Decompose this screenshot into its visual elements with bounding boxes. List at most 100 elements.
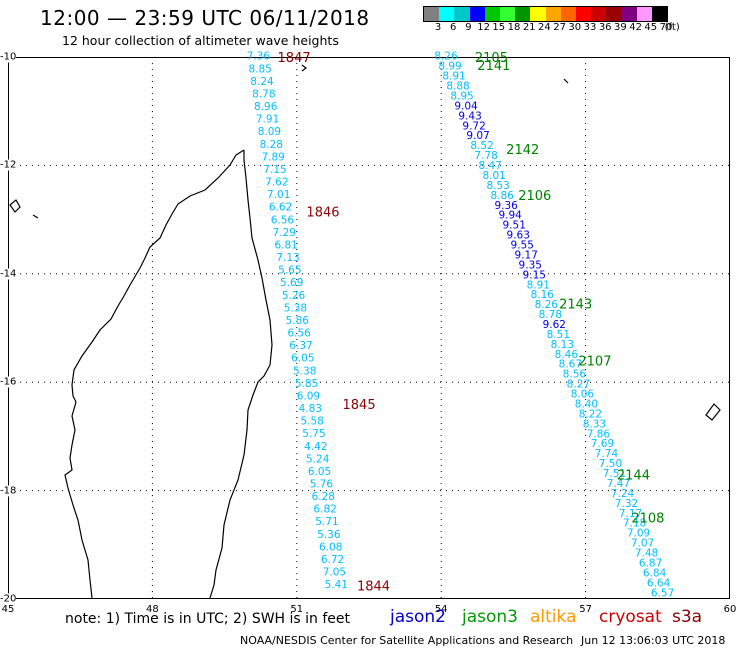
- color-scale-label: 33: [583, 22, 597, 33]
- wave-height-value: 8.99: [438, 61, 461, 73]
- wave-height-value: 7.17: [619, 508, 642, 520]
- color-swatch: [545, 7, 561, 21]
- color-scale-label: 27: [553, 22, 566, 33]
- wave-height-value: 8.78: [539, 309, 562, 321]
- coastline-islet: [563, 78, 569, 84]
- map-frame: [8, 57, 730, 599]
- color-scale-label: 36: [598, 22, 612, 33]
- longitude-tick-label: 60: [723, 604, 737, 615]
- wave-height-value: 5.75: [302, 428, 325, 440]
- wave-height-value: 8.16: [531, 289, 555, 301]
- wave-height-value: 5.26: [282, 290, 306, 302]
- wave-height-value: 5.58: [300, 416, 323, 428]
- longitude-tick-label: 54: [434, 604, 448, 615]
- wave-height-value: 9.36: [494, 200, 518, 212]
- wave-height-value: 8.86: [490, 190, 514, 202]
- wave-height-value: 8.24: [250, 76, 274, 88]
- longitude-tick-label: 45: [1, 604, 15, 615]
- color-scale-unit: (ft): [664, 22, 680, 33]
- pass-time-label: 1844: [357, 579, 390, 594]
- wave-height-value: 9.63: [507, 230, 530, 242]
- wave-height-value: 8.95: [450, 90, 473, 102]
- color-scale-label: 30: [568, 22, 582, 33]
- wave-height-value: 9.72: [462, 120, 485, 132]
- wave-height-value: 5.85: [295, 378, 318, 390]
- wave-height-value: 5.38: [284, 302, 307, 314]
- wave-height-value: 9.15: [523, 269, 546, 281]
- wave-height-value: 9.94: [498, 210, 522, 222]
- wave-height-value: 8.13: [551, 339, 574, 351]
- pass-time-label: 1846: [306, 205, 339, 220]
- color-scale-label: 21: [522, 22, 536, 33]
- coastline-islet: [32, 214, 39, 219]
- color-swatch: [515, 7, 531, 21]
- color-swatch: [530, 7, 546, 21]
- wave-height-value: 7.15: [263, 164, 286, 176]
- latitude-tick-label: -10: [0, 51, 17, 63]
- wave-height-value: 7.32: [615, 498, 638, 510]
- footnote: note: 1) Time is in UTC; 2) SWH is in fe…: [65, 611, 351, 627]
- legend-item-jason2: jason2: [390, 607, 446, 627]
- wave-height-value: 5.24: [306, 453, 330, 465]
- wave-height-value: 5.76: [310, 479, 334, 491]
- wave-height-value: 9.04: [454, 100, 478, 112]
- wave-height-value: 8.06: [571, 389, 595, 401]
- wave-height-value: 6.28: [312, 491, 335, 503]
- wave-height-value: 8.51: [547, 329, 570, 341]
- wave-height-value: 7.86: [587, 428, 611, 440]
- wave-height-value: 6.64: [647, 577, 671, 589]
- wave-height-value: 7.24: [611, 488, 635, 500]
- legend-item-jason3: jason3: [462, 607, 518, 627]
- wave-height-value: 6.81: [274, 239, 297, 251]
- color-scale-label: 12: [477, 22, 490, 33]
- wave-height-value: 6.37: [289, 340, 312, 352]
- wave-height-value: 9.43: [458, 110, 481, 122]
- color-scale-label: 3: [434, 22, 442, 33]
- coastline-islet: [705, 403, 721, 421]
- legend-item-cryosat: cryosat: [599, 607, 662, 627]
- wave-height-color-scale: [423, 6, 668, 22]
- color-swatch: [439, 7, 455, 21]
- color-scale-label: 15: [492, 22, 506, 33]
- legend-item-altika: altika: [530, 607, 577, 627]
- wave-height-value: 7.18: [623, 518, 646, 530]
- wave-height-value: 8.88: [446, 81, 469, 93]
- pass-time-label: 1845: [343, 398, 376, 413]
- wave-height-value: 6.08: [319, 541, 342, 553]
- wave-height-value: 6.82: [313, 504, 336, 516]
- color-scale-label: 24: [538, 22, 551, 33]
- wave-height-value: 8.85: [248, 63, 271, 75]
- wave-height-value: 6.72: [321, 554, 344, 566]
- wave-height-value: 8.47: [478, 160, 501, 172]
- wave-height-value: 7.74: [595, 448, 619, 460]
- longitude-tick-label: 48: [146, 604, 159, 615]
- map-title: 12:00 — 23:59 UTC 06/11/2018: [40, 6, 370, 30]
- wave-height-value: 4.83: [299, 403, 322, 415]
- pass-time-label: 2107: [578, 355, 611, 370]
- wave-height-value: 5.69: [280, 277, 303, 289]
- wave-height-value: 7.36: [247, 51, 271, 63]
- wave-height-value: 8.33: [583, 418, 606, 430]
- wave-height-value: 8.09: [258, 126, 281, 138]
- wave-height-value: 7.91: [256, 114, 279, 126]
- wave-height-value: 7.05: [323, 567, 346, 579]
- color-scale-label: 6: [450, 22, 457, 33]
- color-swatch: [560, 7, 576, 21]
- latitude-tick-label: -14: [0, 268, 17, 280]
- wave-height-value: 6.57: [651, 587, 674, 599]
- wave-height-value: 6.84: [643, 567, 667, 579]
- color-swatch: [469, 7, 485, 21]
- wave-height-value: 9.62: [543, 319, 566, 331]
- color-scale-label: 18: [507, 22, 521, 33]
- pass-time-label: 2141: [477, 59, 510, 74]
- color-swatch: [484, 7, 500, 21]
- color-scale-label: 42: [629, 22, 642, 33]
- wave-height-value: 6.05: [308, 466, 331, 478]
- pass-time-label: 2105: [475, 51, 508, 66]
- color-swatch: [575, 7, 592, 21]
- wave-height-value: 8.67: [559, 359, 582, 371]
- pass-time-label: 2143: [559, 298, 592, 313]
- pass-time-label: 2106: [518, 189, 551, 204]
- wave-height-value: 8.52: [470, 140, 493, 152]
- wave-height-value: 9.17: [515, 249, 538, 261]
